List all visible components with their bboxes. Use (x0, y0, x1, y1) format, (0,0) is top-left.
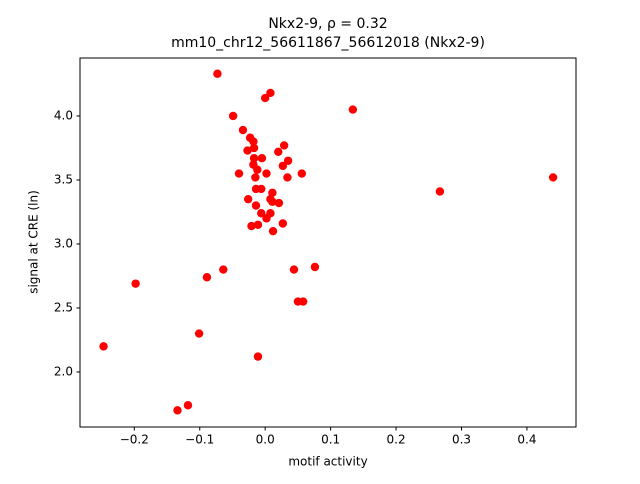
y-tick-label: 4.0 (54, 108, 73, 122)
point (99, 342, 108, 351)
x-axis-label: motif activity (288, 455, 367, 469)
point (257, 209, 266, 218)
point (274, 198, 284, 208)
point (249, 143, 259, 153)
point (262, 169, 271, 178)
point (257, 154, 267, 163)
point (253, 165, 262, 174)
point (262, 214, 271, 223)
x-tick-label: −0.2 (120, 433, 149, 447)
point (257, 184, 266, 194)
y-tick-label: 2.0 (54, 364, 73, 378)
point (173, 406, 182, 415)
chart-subtitle: mm10_chr12_56611867_56612018 (Nkx2-9) (171, 35, 485, 51)
point (310, 262, 320, 272)
point (278, 161, 288, 171)
point (238, 125, 248, 135)
point (268, 197, 277, 206)
point (247, 221, 256, 231)
point (251, 201, 261, 210)
point (298, 297, 308, 306)
point (249, 137, 258, 146)
x-tick-label: 0.0 (256, 433, 275, 447)
plot-frame (79, 57, 577, 428)
chart-title: Nkx2-9, ρ = 0.32 (268, 16, 387, 32)
x-tick-label: 0.3 (452, 433, 471, 447)
point (253, 352, 263, 361)
point (213, 69, 222, 78)
point (183, 401, 193, 410)
point (348, 105, 358, 114)
point (266, 88, 275, 98)
y-tick-label: 2.5 (54, 300, 73, 314)
point (279, 141, 289, 150)
point (131, 279, 140, 288)
x-tick-label: 0.2 (387, 433, 406, 447)
y-tick-label: 3.5 (54, 172, 73, 186)
point (435, 187, 445, 196)
point (253, 220, 263, 229)
x-tick-label: −0.1 (185, 433, 214, 447)
y-tick-label: 3.0 (54, 236, 73, 250)
point (268, 226, 278, 236)
point (268, 188, 277, 197)
point (219, 265, 228, 274)
point (228, 111, 238, 121)
point (289, 265, 299, 274)
point (202, 273, 212, 282)
point (194, 329, 204, 338)
point (251, 173, 260, 182)
point (297, 169, 307, 178)
point (243, 194, 253, 204)
point (548, 173, 558, 182)
x-tick-label: 0.4 (517, 433, 536, 447)
point (249, 154, 259, 163)
point (234, 169, 244, 178)
point (260, 93, 270, 103)
point (283, 156, 293, 165)
point (274, 147, 283, 157)
x-tick-label: 0.1 (321, 433, 340, 447)
point (278, 219, 288, 228)
point (243, 146, 252, 155)
point (283, 173, 292, 182)
y-axis-label: signal at CRE (ln) (27, 190, 41, 294)
